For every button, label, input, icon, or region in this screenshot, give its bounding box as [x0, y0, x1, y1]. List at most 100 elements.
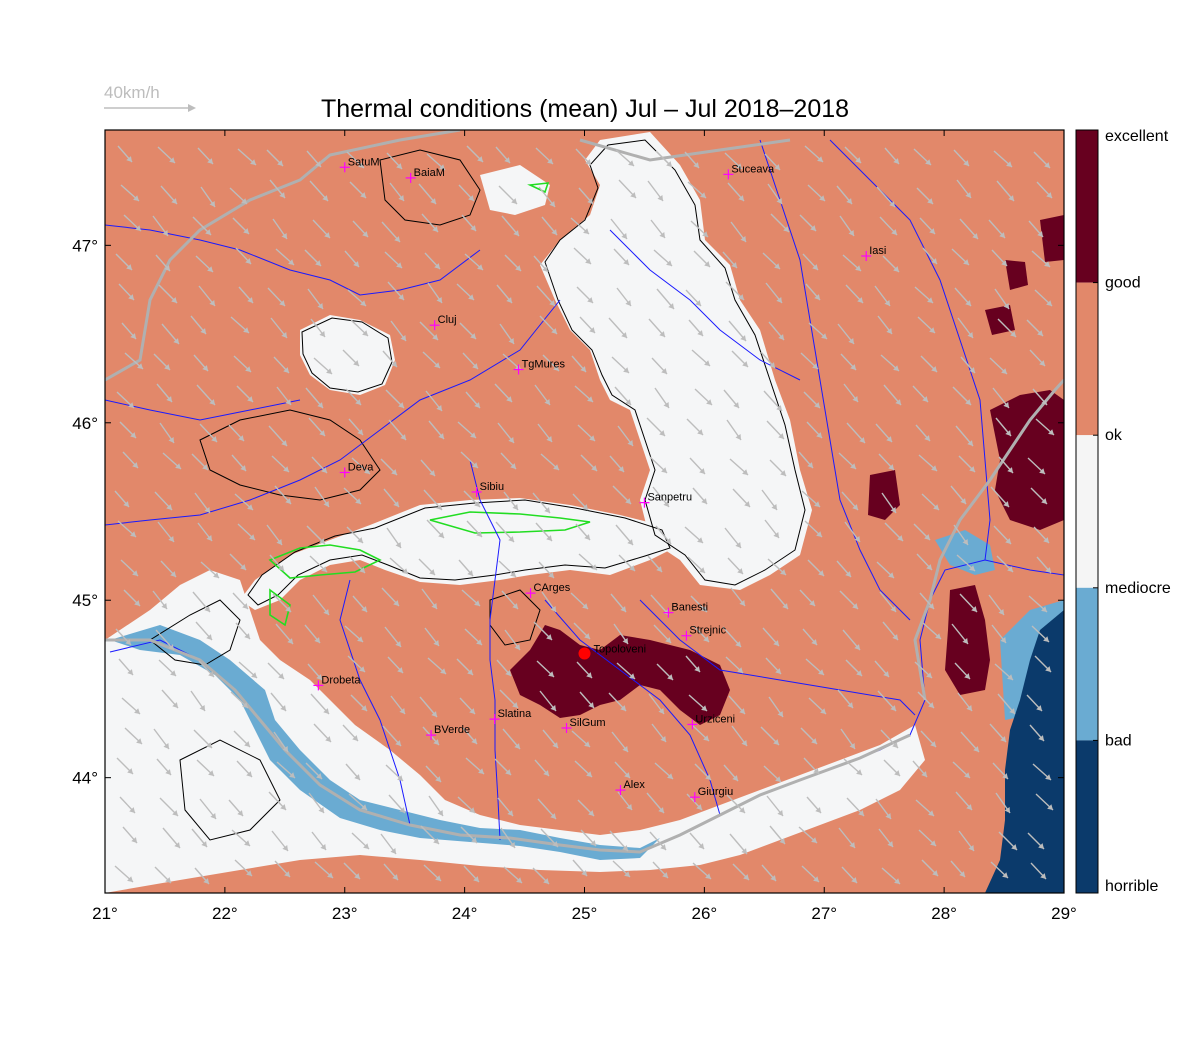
- wind-arrowhead: [1007, 566, 1013, 572]
- wind-arrowhead: [1037, 330, 1043, 336]
- city-cluj[interactable]: Cluj: [429, 314, 457, 331]
- wind-arrowhead: [246, 870, 252, 876]
- elevation-contours: [149, 139, 806, 841]
- wind-arrowhead: [128, 402, 134, 408]
- city-deva[interactable]: Deva: [339, 461, 375, 478]
- wind-arrowhead: [209, 399, 215, 405]
- wind-arrowhead: [276, 539, 282, 545]
- wind-arrowhead: [665, 538, 671, 544]
- wind-arrowhead: [285, 606, 291, 612]
- city-suceava[interactable]: Suceava: [723, 163, 775, 180]
- wind-arrowhead: [123, 501, 129, 507]
- wind-arrowhead: [780, 569, 786, 575]
- city-bverde[interactable]: BVerde: [426, 724, 470, 741]
- wind-arrowhead: [587, 198, 593, 204]
- location-marker[interactable]: Topoloveni: [578, 643, 647, 660]
- wind-arrowhead: [814, 402, 820, 408]
- wind-arrowhead: [127, 669, 133, 675]
- wind-arrowhead: [735, 542, 741, 548]
- city-carges[interactable]: CArges: [525, 582, 571, 599]
- ialomita-river: [639, 599, 916, 716]
- wind-arrowhead: [326, 368, 332, 374]
- city-strejnic[interactable]: Strejnic: [681, 625, 727, 641]
- city-label: Sibiu: [480, 481, 504, 493]
- wind-arrowhead: [208, 671, 214, 677]
- wind-arrowhead: [514, 644, 520, 650]
- wind-arrowhead: [436, 297, 442, 303]
- city-alex[interactable]: Alex: [615, 779, 645, 796]
- wind-arrowhead: [739, 600, 745, 606]
- wind-arrowhead: [438, 433, 444, 439]
- wind-arrowhead: [1041, 498, 1047, 504]
- wind-arrowhead: [364, 468, 370, 474]
- city-sibiu[interactable]: Sibiu: [471, 481, 504, 497]
- wind-arrowhead: [776, 405, 782, 411]
- wind-arrowhead: [666, 260, 672, 266]
- wind-arrowhead: [510, 463, 516, 469]
- wind-arrowhead: [251, 672, 257, 678]
- city-slatina[interactable]: Slatina: [489, 708, 533, 725]
- wind-arrowhead: [359, 567, 365, 573]
- wind-arrowhead: [965, 192, 971, 198]
- wind-arrowhead: [738, 195, 744, 201]
- city-giurgiu[interactable]: Giurgiu: [689, 786, 733, 803]
- wind-arrowhead: [698, 843, 704, 849]
- wind-arrowhead: [130, 531, 136, 537]
- y-axis-ticks: 44° 45° 46° 47°: [72, 236, 1064, 788]
- wind-arrowhead: [280, 804, 286, 810]
- wind-arrowhead: [279, 300, 285, 306]
- green-contour-line: [269, 588, 291, 627]
- wind-arrowhead: [816, 432, 822, 438]
- wind-arrowhead: [965, 399, 971, 405]
- city-baiam[interactable]: BaiaM: [405, 167, 445, 183]
- wind-arrowhead: [778, 334, 784, 340]
- wind-arrowhead: [776, 198, 782, 204]
- legend-label-mediocre: mediocre: [1105, 580, 1171, 597]
- city-label: TgMures: [522, 359, 566, 371]
- map-panel[interactable]: SatuM BaiaM Suceava Iasi Cluj TgMures Deva Sibi…: [105, 130, 1064, 893]
- wind-arrowhead: [354, 774, 360, 780]
- wind-arrowhead: [132, 570, 138, 576]
- city-drobeta[interactable]: Drobeta: [313, 674, 361, 691]
- wind-arrowhead: [240, 564, 246, 570]
- wind-arrowhead: [1002, 773, 1008, 779]
- wind-arrowhead: [739, 807, 745, 813]
- wind-arrowhead: [889, 201, 895, 207]
- wind-arrowhead: [323, 501, 329, 507]
- wind-arrowhead: [894, 878, 900, 884]
- x-tick-label: 29°: [1051, 904, 1077, 923]
- wind-arrowhead: [211, 436, 217, 442]
- city-urziceni[interactable]: Urziceni: [687, 713, 735, 730]
- wind-arrowhead: [549, 201, 555, 207]
- contour-line: [149, 599, 241, 666]
- wind-arrowhead: [782, 603, 788, 609]
- city-markers[interactable]: SatuM BaiaM Suceava Iasi Cluj TgMures Deva Sibi…: [313, 156, 886, 803]
- wind-arrowhead: [854, 536, 860, 542]
- city-tgmures[interactable]: TgMures: [513, 359, 566, 375]
- wind-arrowhead: [207, 266, 213, 272]
- wind-arrowhead: [284, 871, 290, 877]
- city-banesti[interactable]: Banesti: [663, 602, 708, 618]
- wind-arrowhead: [625, 300, 631, 306]
- wind-arrowhead: [811, 837, 817, 843]
- country-border: [105, 130, 461, 382]
- contour-line: [247, 499, 671, 606]
- city-label: Cluj: [438, 314, 457, 326]
- wind-arrowhead: [247, 504, 253, 510]
- city-silgum[interactable]: SilGum: [561, 717, 606, 733]
- city-sanpetru[interactable]: Sanpetru: [639, 492, 692, 508]
- wind-arrowhead: [778, 433, 784, 439]
- wind-arrowhead: [546, 535, 552, 541]
- wind-arrowhead: [883, 671, 889, 677]
- wind-arrowhead: [542, 266, 548, 272]
- wind-arrowhead: [659, 430, 665, 436]
- wind-arrowhead: [508, 437, 514, 443]
- wind-arrowhead: [209, 300, 215, 306]
- wind-arrowhead: [474, 402, 480, 408]
- wind-arrowhead: [582, 603, 588, 609]
- wind-arrowhead: [471, 738, 477, 744]
- city-iasi[interactable]: Iasi: [861, 245, 886, 261]
- chart-title: Thermal conditions (mean) Jul – Jul 2018…: [321, 95, 849, 123]
- city-satum[interactable]: SatuM: [339, 156, 380, 173]
- wind-arrowhead: [700, 192, 706, 198]
